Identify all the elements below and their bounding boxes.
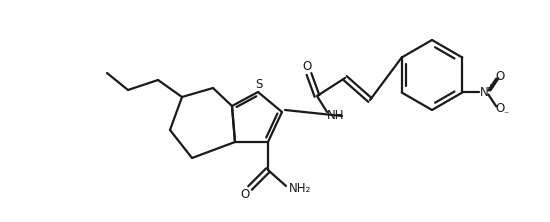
Text: O: O xyxy=(496,102,505,115)
Text: S: S xyxy=(255,77,263,91)
Text: O: O xyxy=(496,70,505,83)
Text: O: O xyxy=(240,188,250,202)
Text: +: + xyxy=(486,83,493,92)
Text: NH₂: NH₂ xyxy=(289,182,311,194)
Text: ⁻: ⁻ xyxy=(504,111,509,121)
Text: NH: NH xyxy=(327,109,345,123)
Text: O: O xyxy=(302,61,312,73)
Text: N: N xyxy=(480,86,489,99)
